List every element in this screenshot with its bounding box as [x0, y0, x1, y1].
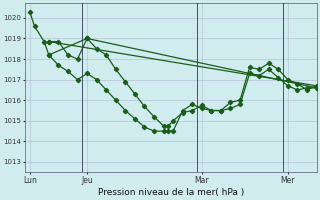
X-axis label: Pression niveau de la mer( hPa ): Pression niveau de la mer( hPa ) [98, 188, 244, 197]
